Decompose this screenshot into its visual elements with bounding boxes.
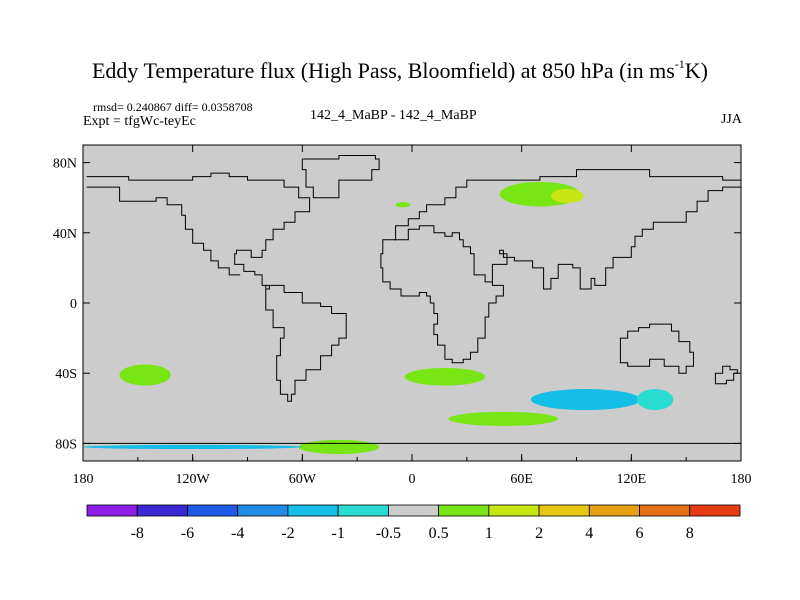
anomaly-north-atlantic-small (395, 202, 411, 208)
anomaly-arctic-asia-core (550, 188, 584, 203)
anomaly-south-atlantic-africa (404, 367, 486, 386)
colorbar-box (337, 504, 389, 517)
anomaly-south-atlantic-band (448, 411, 559, 426)
colorbar-box (639, 504, 691, 517)
x-tick-label: 180 (731, 472, 752, 487)
coastline-7 (714, 365, 738, 385)
colorbar-box (287, 504, 339, 517)
x-tick-label: 60E (510, 472, 533, 487)
map-layer (83, 145, 741, 461)
colorbar-box (187, 504, 239, 517)
coastline-6 (619, 323, 694, 374)
coastline-3 (393, 169, 742, 241)
colorbar-box (588, 504, 640, 517)
x-tick-label: 0 (409, 472, 416, 487)
colorbar-box (387, 504, 440, 517)
colorbar-label: 4 (585, 525, 593, 542)
anomaly-indian-ocean-neg (530, 389, 641, 411)
y-tick-label: 40S (55, 367, 77, 382)
x-tick-label: 120E (617, 472, 647, 487)
colorbar-box (689, 504, 741, 517)
coastline-layer (83, 155, 742, 444)
anomaly-antarctic-coast-pos (298, 439, 380, 454)
stats-label: rmsd= 0.240867 diff= 0.0358708 (93, 100, 253, 114)
axes-layer: 180 120W 60W 0 60E 120E 180 80N 40N 0 40S 80S (53, 144, 752, 487)
anomaly-australia-south-neg (636, 389, 674, 411)
y-tick-label: 80N (53, 157, 77, 172)
experiment-label: Expt = tfgWc-teyEc (83, 114, 196, 129)
colorbar-label: 1 (485, 525, 493, 542)
coastline-1 (86, 186, 241, 276)
colorbar-label: -8 (131, 525, 144, 542)
anomaly-layer (83, 181, 674, 454)
coastline-4 (393, 186, 741, 290)
anomaly-south-pacific (119, 364, 171, 386)
y-tick-label: 0 (70, 297, 77, 312)
colorbar-label: -0.5 (376, 525, 401, 542)
colorbar-label: 8 (686, 525, 694, 542)
chart-title: Eddy Temperature flux (High Pass, Bloomf… (91, 56, 708, 83)
colorbar-label: -2 (281, 525, 294, 542)
x-tick-label: 60W (289, 472, 317, 487)
colorbar-label: -6 (181, 525, 194, 542)
anomaly-antarctic-belt-neg (83, 444, 303, 450)
colorbar-label: 6 (636, 525, 644, 542)
field-background (83, 145, 741, 461)
colorbar-box (136, 504, 188, 517)
colorbar-box (86, 504, 138, 517)
x-tick-label: 120W (176, 472, 211, 487)
colorbar: -8 -6 -4 -2 -1 -0.5 0.5 1 2 4 6 8 (86, 504, 741, 542)
coastline-0 (86, 172, 347, 402)
colorbar-box (488, 504, 540, 517)
colorbar-label: -4 (231, 525, 244, 542)
colorbar-box (538, 504, 590, 517)
y-tick-label: 80S (55, 437, 77, 452)
colorbar-box (438, 504, 490, 517)
coastline-2 (301, 155, 380, 199)
colorbar-label: 2 (535, 525, 543, 542)
colorbar-box (237, 504, 289, 517)
comparison-label: 142_4_MaBP - 142_4_MaBP (310, 108, 477, 123)
season-label: JJA (720, 112, 742, 127)
y-tick-label: 40N (53, 227, 77, 242)
coastline-5 (380, 239, 504, 364)
colorbar-label: 0.5 (429, 525, 449, 542)
colorbar-label: -1 (331, 525, 344, 542)
x-tick-label: 180 (73, 472, 94, 487)
